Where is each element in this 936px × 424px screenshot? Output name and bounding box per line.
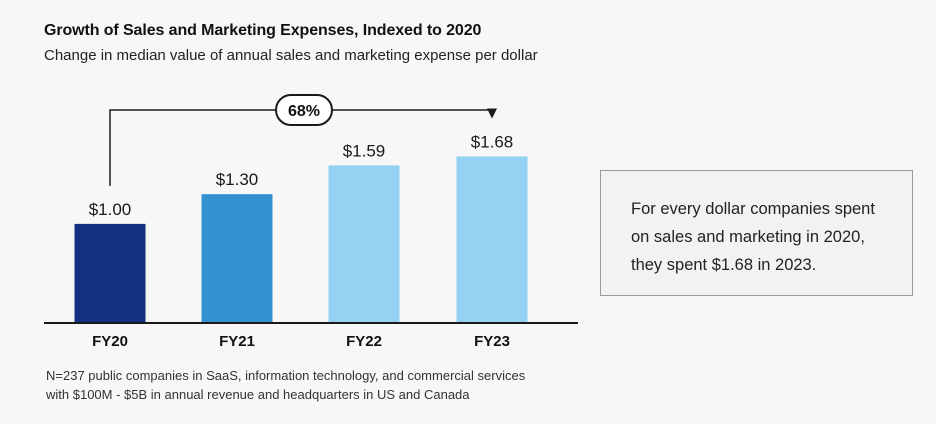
bar-fy23 bbox=[456, 156, 528, 323]
footnote-line-1: N=237 public companies in SaaS, informat… bbox=[46, 368, 526, 383]
chart-subtitle: Change in median value of annual sales a… bbox=[44, 47, 538, 64]
category-label-fy23: FY23 bbox=[474, 333, 510, 350]
value-label-fy21: $1.30 bbox=[216, 170, 259, 189]
category-label-fy20: FY20 bbox=[92, 333, 128, 350]
callout-line-1: For every dollar companies spent bbox=[631, 200, 875, 218]
bracket-left bbox=[109, 109, 276, 186]
growth-label: 68% bbox=[288, 103, 320, 120]
category-label-fy22: FY22 bbox=[346, 333, 382, 350]
bar-fy21 bbox=[201, 194, 273, 323]
value-label-fy20: $1.00 bbox=[89, 200, 132, 219]
footnote: N=237 public companies in SaaS, informat… bbox=[46, 366, 586, 404]
bar-fy22 bbox=[328, 165, 400, 323]
growth-pill bbox=[275, 94, 333, 126]
value-label-fy23: $1.68 bbox=[471, 132, 514, 151]
bar-fy20 bbox=[74, 223, 146, 323]
callout-box: For every dollar companies spent on sale… bbox=[600, 170, 913, 296]
callout-line-2: on sales and marketing in 2020, bbox=[631, 228, 865, 246]
value-label-fy22: $1.59 bbox=[343, 141, 386, 160]
chart-title: Growth of Sales and Marketing Expenses, … bbox=[44, 22, 482, 39]
category-label-fy21: FY21 bbox=[219, 333, 255, 350]
arrow-head-icon bbox=[487, 108, 497, 119]
callout-line-3: they spent $1.68 in 2023. bbox=[631, 256, 817, 274]
footnote-line-2: with $100M - $5B in annual revenue and h… bbox=[46, 387, 470, 402]
